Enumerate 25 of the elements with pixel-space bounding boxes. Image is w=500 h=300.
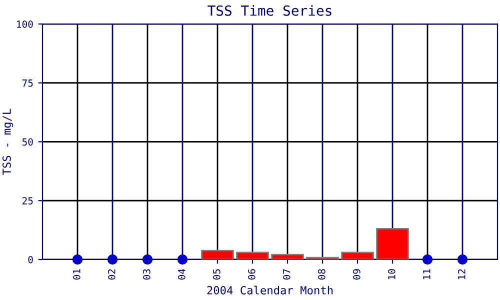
x-tick-label: 10: [388, 269, 396, 280]
y-tick-label: 0: [28, 256, 33, 264]
x-tick-label: 07: [282, 269, 290, 280]
bar: [341, 252, 374, 260]
x-tick-label: 04: [178, 268, 186, 280]
chart-title: TSS Time Series: [208, 5, 332, 16]
x-tick-label: 03: [142, 269, 150, 280]
x-tick-label: 12: [458, 269, 466, 280]
y-axis-title: TSS - mg/L: [2, 108, 14, 175]
bar: [376, 228, 409, 260]
y-tick-label: 50: [22, 138, 33, 146]
y-tick-label: 25: [22, 197, 33, 204]
bar: [236, 252, 269, 260]
y-tick-label: 100: [17, 20, 33, 28]
x-tick-label: 02: [108, 269, 116, 280]
x-tick-label: 01: [72, 269, 80, 280]
x-axis-title: 2004 Calendar Month: [207, 286, 333, 294]
bar: [201, 250, 234, 260]
bar: [271, 254, 304, 260]
y-tick-label: 75: [22, 80, 33, 87]
x-tick-label: 08: [318, 269, 326, 280]
x-tick-label: 11: [423, 269, 430, 280]
x-tick-label: 09: [352, 269, 360, 280]
x-tick-label: 05: [212, 269, 220, 280]
x-tick-label: 06: [248, 269, 256, 280]
